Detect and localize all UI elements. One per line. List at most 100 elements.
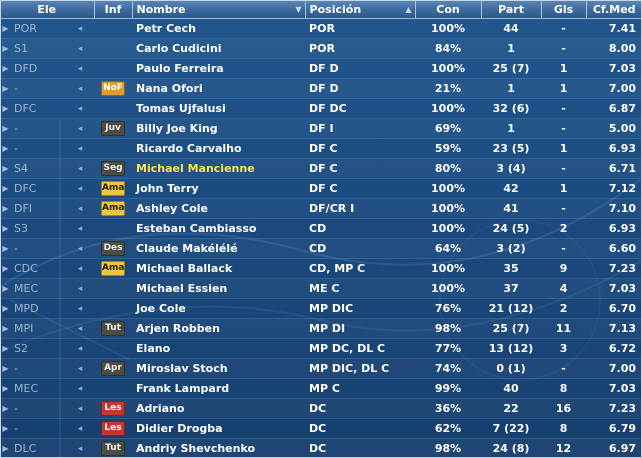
player-row[interactable]: ▶ - ◂ NoF Nana Ofori DF D 21% 1 1 7.00 (0, 78, 642, 99)
player-name[interactable]: Paulo Ferreira (132, 58, 306, 79)
row-expand-arrow-icon[interactable]: ▶ (0, 178, 11, 199)
role-selector-icon[interactable]: ◂ (66, 218, 95, 239)
role-selector-icon[interactable]: ◂ (66, 98, 95, 119)
status-badge[interactable]: Juv (101, 121, 126, 136)
player-name[interactable]: Miroslav Stoch (132, 358, 306, 379)
player-name[interactable]: Michael Ballack (132, 258, 306, 279)
player-row[interactable]: ▶ - ◂ Apr Miroslav Stoch MP DIC, DL C 74% 0 (1)… (0, 358, 642, 379)
player-row[interactable]: ▶ MPI ◂ Tut Arjen Robben MP DI 98% 25 (7) 11 7.13 (0, 318, 642, 339)
role-selector-icon[interactable]: ◂ (66, 378, 95, 399)
status-badge[interactable]: Seg (101, 161, 126, 176)
row-expand-arrow-icon[interactable]: ▶ (0, 438, 11, 458)
player-name[interactable]: Didier Drogba (132, 418, 306, 439)
status-badge[interactable]: NoF (101, 81, 126, 96)
row-expand-arrow-icon[interactable]: ▶ (0, 78, 11, 99)
row-expand-arrow-icon[interactable]: ▶ (0, 278, 11, 299)
player-name[interactable]: Petr Cech (132, 18, 306, 39)
role-selector-icon[interactable]: ◂ (66, 198, 95, 219)
col-header-ele[interactable]: Ele (0, 0, 95, 19)
role-selector-icon[interactable]: ◂ (66, 358, 95, 379)
player-name[interactable]: Esteban Cambiasso (132, 218, 306, 239)
player-name[interactable]: Ricardo Carvalho (132, 138, 306, 159)
player-name[interactable]: Michael Essien (132, 278, 306, 299)
player-row[interactable]: ▶ - ◂ Ricardo Carvalho DF C 59% 23 (5) 1 6.93 (0, 138, 642, 159)
role-selector-icon[interactable]: ◂ (66, 58, 95, 79)
player-name[interactable]: Nana Ofori (132, 78, 306, 99)
row-expand-arrow-icon[interactable]: ▶ (0, 58, 11, 79)
row-expand-arrow-icon[interactable]: ▶ (0, 378, 11, 399)
role-selector-icon[interactable]: ◂ (66, 438, 95, 458)
role-selector-icon[interactable]: ◂ (66, 78, 95, 99)
role-selector-icon[interactable]: ◂ (66, 278, 95, 299)
row-expand-arrow-icon[interactable]: ▶ (0, 338, 11, 359)
player-name[interactable]: Carlo Cudicini (132, 38, 306, 59)
player-row[interactable]: ▶ MEC ◂ Frank Lampard MP C 99% 40 8 7.03 (0, 378, 642, 399)
player-row[interactable]: ▶ CDC ◂ Ama Michael Ballack CD, MP C 100% 35 9 7.… (0, 258, 642, 279)
player-row[interactable]: ▶ - ◂ Juv Billy Joe King DF I 69% 1-5.00 (0, 118, 642, 139)
row-expand-arrow-icon[interactable]: ▶ (0, 158, 11, 179)
status-badge[interactable]: Les (101, 421, 126, 436)
role-selector-icon[interactable]: ◂ (66, 398, 95, 419)
player-name[interactable]: Andriy Shevchenko (132, 438, 306, 458)
row-expand-arrow-icon[interactable]: ▶ (0, 138, 11, 159)
player-row[interactable]: ▶ POR ◂ Petr Cech POR 100% 44-7.41 (0, 18, 642, 39)
role-selector-icon[interactable]: ◂ (66, 118, 95, 139)
row-expand-arrow-icon[interactable]: ▶ (0, 238, 11, 259)
status-badge[interactable]: Tut (101, 441, 126, 456)
row-expand-arrow-icon[interactable]: ▶ (0, 98, 11, 119)
player-row[interactable]: ▶ MPD ◂ Joe Cole MP DIC 76% 21 (12) 2 6.70 (0, 298, 642, 319)
player-name[interactable]: Tomas Ujfalusi (132, 98, 306, 119)
player-row[interactable]: ▶ DFI ◂ Ama Ashley Cole DF/CR I 100% 41-7.10 (0, 198, 642, 219)
role-selector-icon[interactable]: ◂ (66, 338, 95, 359)
row-expand-arrow-icon[interactable]: ▶ (0, 218, 11, 239)
col-header-posicion[interactable]: Posición ▲ (305, 0, 416, 19)
player-row[interactable]: ▶ DFD ◂ Paulo Ferreira DF D 100% 25 (7) 1 7.03 (0, 58, 642, 79)
player-name[interactable]: Ashley Cole (132, 198, 306, 219)
row-expand-arrow-icon[interactable]: ▶ (0, 318, 11, 339)
player-row[interactable]: ▶ - ◂ Les Didier Drogba DC 62% 7 (22) 8 6.79 (0, 418, 642, 439)
player-name[interactable]: Elano (132, 338, 306, 359)
status-badge[interactable]: Tut (101, 321, 126, 336)
player-row[interactable]: ▶ DFC ◂ Tomas Ujfalusi DF DC 100% 32 (6) -6.87 (0, 98, 642, 119)
player-name[interactable]: Claude Makélélé (132, 238, 306, 259)
status-badge[interactable]: Les (101, 401, 126, 416)
role-selector-icon[interactable]: ◂ (66, 178, 95, 199)
role-selector-icon[interactable]: ◂ (66, 418, 95, 439)
col-header-cfmed[interactable]: Cf.Med (586, 0, 642, 19)
row-expand-arrow-icon[interactable]: ▶ (0, 258, 11, 279)
player-name[interactable]: John Terry (132, 178, 306, 199)
player-row[interactable]: ▶ - ◂ Les Adriano DC 36% 22 16 7.23 (0, 398, 642, 419)
row-expand-arrow-icon[interactable]: ▶ (0, 198, 11, 219)
role-selector-icon[interactable]: ◂ (66, 298, 95, 319)
row-expand-arrow-icon[interactable]: ▶ (0, 18, 11, 39)
role-selector-icon[interactable]: ◂ (66, 238, 95, 259)
player-row[interactable]: ▶ S1 ◂ Carlo Cudicini POR 84% 1-8.00 (0, 38, 642, 59)
player-row[interactable]: ▶ MEC ◂ Michael Essien ME C 100% 37 4 7.03 (0, 278, 642, 299)
col-header-inf[interactable]: Inf (94, 0, 133, 19)
status-badge[interactable]: Des (101, 241, 126, 256)
row-expand-arrow-icon[interactable]: ▶ (0, 358, 11, 379)
player-row[interactable]: ▶ DLC ◂ Tut Andriy Shevchenko DC 98% 24 (8) 12 6.… (0, 438, 642, 458)
status-badge[interactable]: Ama (101, 261, 126, 276)
row-expand-arrow-icon[interactable]: ▶ (0, 398, 11, 419)
role-selector-icon[interactable]: ◂ (66, 18, 95, 39)
role-selector-icon[interactable]: ◂ (66, 158, 95, 179)
role-selector-icon[interactable]: ◂ (66, 318, 95, 339)
player-row[interactable]: ▶ S4 ◂ Seg Michael Mancienne DF C 80% 3 (4) -6.7… (0, 158, 642, 179)
role-selector-icon[interactable]: ◂ (66, 38, 95, 59)
row-expand-arrow-icon[interactable]: ▶ (0, 298, 11, 319)
status-badge[interactable]: Apr (101, 361, 126, 376)
player-name[interactable]: Frank Lampard (132, 378, 306, 399)
status-badge[interactable]: Ama (101, 201, 126, 216)
col-header-part[interactable]: Part (481, 0, 542, 19)
player-name[interactable]: Michael Mancienne (132, 158, 306, 179)
player-row[interactable]: ▶ DFC ◂ Ama John Terry DF C 100% 42 1 7.12 (0, 178, 642, 199)
player-name[interactable]: Joe Cole (132, 298, 306, 319)
player-row[interactable]: ▶ S3 ◂ Esteban Cambiasso CD 100% 24 (5) 2 6.93 (0, 218, 642, 239)
col-header-con[interactable]: Con (415, 0, 482, 19)
row-expand-arrow-icon[interactable]: ▶ (0, 118, 11, 139)
player-row[interactable]: ▶ - ◂ Des Claude Makélélé CD 64% 3 (2) -6.60 (0, 238, 642, 259)
player-row[interactable]: ▶ S2 ◂ Elano MP DC, DL C 77% 13 (12) 3 6.72 (0, 338, 642, 359)
row-expand-arrow-icon[interactable]: ▶ (0, 38, 11, 59)
player-name[interactable]: Arjen Robben (132, 318, 306, 339)
